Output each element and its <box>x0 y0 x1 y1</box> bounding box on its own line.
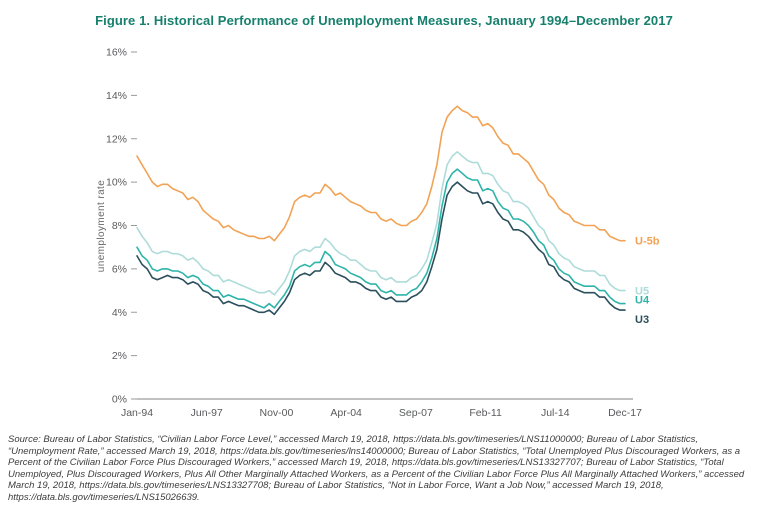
y-tick-label: 2% <box>112 350 127 362</box>
y-tick-label: 6% <box>112 263 127 275</box>
y-axis-title: unemployment rate <box>96 180 107 272</box>
y-tick-label: 8% <box>112 220 127 232</box>
y-tick-label: 12% <box>106 133 127 145</box>
y-tick-label: 4% <box>112 307 127 319</box>
x-tick-label: Jun-97 <box>191 407 223 419</box>
x-tick-label: Nov-00 <box>259 407 293 419</box>
x-tick-label: Sep-07 <box>399 407 433 419</box>
x-tick-label: Dec-17 <box>608 407 642 419</box>
y-tick-label: 14% <box>106 90 127 102</box>
series-label-U5: U5 <box>635 286 649 298</box>
x-tick-label: Jan-94 <box>121 407 153 419</box>
series-line-U5 <box>136 151 626 296</box>
y-tick-label: 16% <box>106 47 127 59</box>
x-tick-label: Feb-11 <box>469 407 502 419</box>
source-note: Source: Bureau of Labor Statistics, “Civ… <box>8 434 745 503</box>
line-chart: 0% 2% 4% 6% 8% 10% 12% 14% 16% Jan-94 Jun-97 Nov-00… <box>96 47 660 420</box>
series-line-U4 <box>136 168 626 309</box>
series-line-U3 <box>136 181 626 316</box>
series-label-U3: U3 <box>635 314 649 326</box>
figure-title: Figure 1. Historical Performance of Unem… <box>95 13 673 28</box>
y-tick-label: 0% <box>112 394 127 406</box>
series-label-U-5b: U-5b <box>635 236 660 248</box>
series-line-U-5b <box>136 105 626 242</box>
y-tick-label: 10% <box>106 177 127 189</box>
series-label-U4: U4 <box>635 295 650 307</box>
x-tick-label: Apr-04 <box>330 407 362 419</box>
x-tick-label: Jul-14 <box>541 407 570 419</box>
